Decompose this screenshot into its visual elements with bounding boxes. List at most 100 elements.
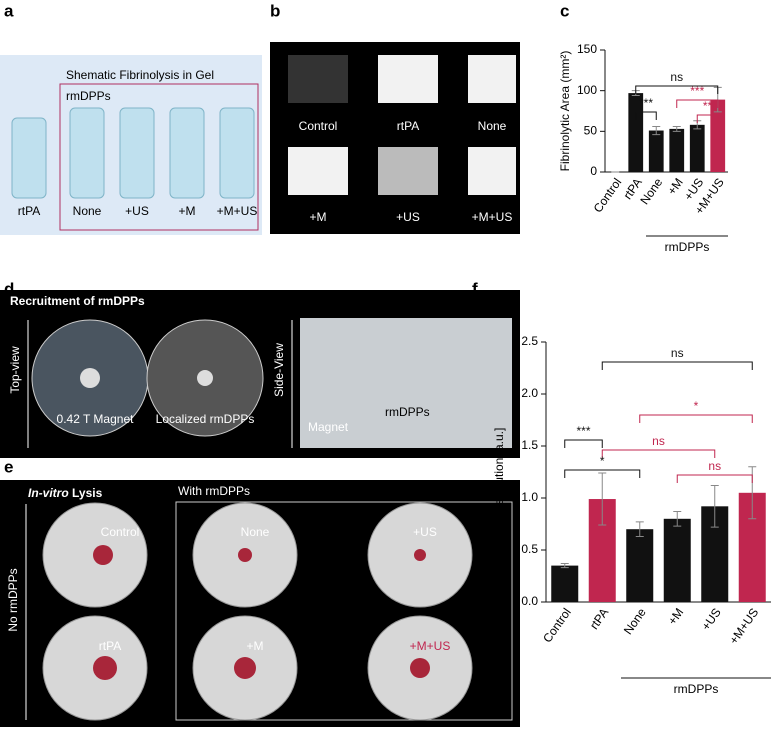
y-tick-label: 2.5 bbox=[521, 334, 538, 348]
title-italic: In-vitro bbox=[28, 486, 69, 500]
bar bbox=[663, 518, 691, 602]
x-tick-label: None bbox=[637, 175, 665, 207]
x-tick-label: +US bbox=[699, 606, 724, 633]
gel-label: +M bbox=[309, 210, 326, 224]
sig-label: ** bbox=[703, 99, 713, 113]
sig-label: *** bbox=[639, 96, 653, 110]
vial-label: +US bbox=[125, 204, 149, 218]
sig-bracket bbox=[696, 114, 719, 123]
sig-label: ns bbox=[671, 346, 684, 360]
bar bbox=[551, 565, 579, 602]
error-bar bbox=[672, 125, 681, 132]
bar bbox=[628, 93, 644, 172]
sig-label: *** bbox=[576, 424, 590, 438]
group-label: With rmDPPs bbox=[178, 484, 250, 498]
photo-label: 0.42 T Magnet bbox=[57, 412, 135, 426]
magnet-dot bbox=[197, 370, 213, 386]
bar bbox=[710, 99, 726, 172]
error-bar bbox=[598, 472, 607, 526]
y-tick-label: 0.5 bbox=[521, 542, 538, 556]
sig-label: * bbox=[600, 454, 605, 468]
group-label: No rmDPPs bbox=[6, 568, 20, 631]
panel-letter: e bbox=[4, 457, 13, 476]
gel-label: +M+US bbox=[472, 210, 513, 224]
panel-letter: d bbox=[4, 279, 14, 298]
sig-bracket bbox=[676, 99, 719, 108]
photo-label: Magnet bbox=[308, 420, 349, 434]
sig-bracket bbox=[564, 439, 603, 448]
y-axis-title: Fibrinolytic Area (mm²) bbox=[558, 51, 572, 172]
x-tick-label: None bbox=[621, 605, 649, 637]
sig-label: *** bbox=[690, 84, 704, 98]
x-tick-label: Control bbox=[591, 176, 625, 216]
sig-bracket bbox=[635, 85, 719, 94]
x-tick-label: rtPA bbox=[587, 606, 611, 632]
sig-bracket bbox=[639, 414, 753, 423]
vial-label: None bbox=[73, 204, 102, 218]
sig-bracket bbox=[676, 474, 753, 483]
y-tick-label: 150 bbox=[577, 42, 597, 56]
y-tick-label: 0 bbox=[590, 164, 597, 178]
title-rest: Lysis bbox=[72, 486, 103, 500]
view-label: Side-View bbox=[272, 343, 286, 397]
sig-bracket bbox=[601, 449, 716, 458]
error-bar bbox=[635, 521, 644, 537]
magnet-dot bbox=[80, 368, 100, 388]
gel-label: rtPA bbox=[397, 119, 419, 133]
vial-label: +M+US bbox=[217, 204, 258, 218]
schematic-title: Shematic Fibrinolysis in Gel bbox=[66, 68, 214, 82]
error-bar bbox=[710, 485, 719, 528]
y-tick-label: 1.5 bbox=[521, 438, 538, 452]
photo-title: In-vitro Lysis bbox=[28, 486, 103, 500]
vials bbox=[11, 107, 255, 199]
bar bbox=[669, 128, 685, 172]
vial-label: +M bbox=[178, 204, 195, 218]
gel-wells bbox=[288, 55, 516, 195]
x-tick-label: Control bbox=[540, 606, 574, 646]
dish-label: +M+US bbox=[410, 639, 451, 653]
group-label: rmDPPs bbox=[665, 240, 710, 254]
y-tick-label: 50 bbox=[584, 124, 598, 138]
view-label: Top-view bbox=[8, 346, 22, 394]
gel-label: None bbox=[478, 119, 507, 133]
gel-label: +US bbox=[396, 210, 420, 224]
x-tick-label: +M bbox=[665, 606, 686, 628]
error-bar bbox=[652, 125, 661, 136]
group-box bbox=[175, 501, 513, 721]
x-tick-label: +M+US bbox=[727, 606, 762, 647]
y-tick-label: 0.0 bbox=[521, 594, 538, 608]
bar bbox=[689, 124, 705, 172]
group-box bbox=[59, 83, 259, 231]
panel-letter: f bbox=[472, 279, 478, 298]
gel-label: Control bbox=[299, 119, 338, 133]
sig-bracket bbox=[635, 111, 657, 120]
group-label: rmDPPs bbox=[674, 682, 719, 696]
photo-label: Localized rmDPPs bbox=[156, 412, 255, 426]
sig-bracket bbox=[601, 361, 753, 370]
panel-letter: a bbox=[4, 1, 14, 20]
bar bbox=[626, 529, 654, 602]
dish-label: rtPA bbox=[99, 639, 121, 653]
y-tick-label: 100 bbox=[577, 83, 597, 97]
sig-bracket bbox=[564, 469, 641, 478]
error-bar bbox=[673, 511, 682, 527]
panel-letter: c bbox=[560, 1, 569, 20]
dish-label: Control bbox=[101, 525, 140, 539]
sig-label: * bbox=[694, 399, 699, 413]
y-axis-title: Dissolution [a.u.] bbox=[492, 428, 506, 517]
dish-label: +US bbox=[413, 525, 437, 539]
panel-letter: b bbox=[270, 1, 280, 20]
side-photo bbox=[300, 318, 512, 448]
group-label: rmDPPs bbox=[66, 89, 111, 103]
clots bbox=[93, 545, 430, 680]
vial-label: rtPA bbox=[18, 204, 40, 218]
dish-label: +M bbox=[246, 639, 263, 653]
photo-label: rmDPPs bbox=[385, 405, 430, 419]
photo-title: Recruitment of rmDPPs bbox=[10, 294, 145, 308]
bar bbox=[648, 130, 664, 172]
sig-label: ns bbox=[670, 70, 683, 84]
y-tick-label: 2.0 bbox=[521, 386, 538, 400]
sig-label: ns bbox=[708, 459, 721, 473]
